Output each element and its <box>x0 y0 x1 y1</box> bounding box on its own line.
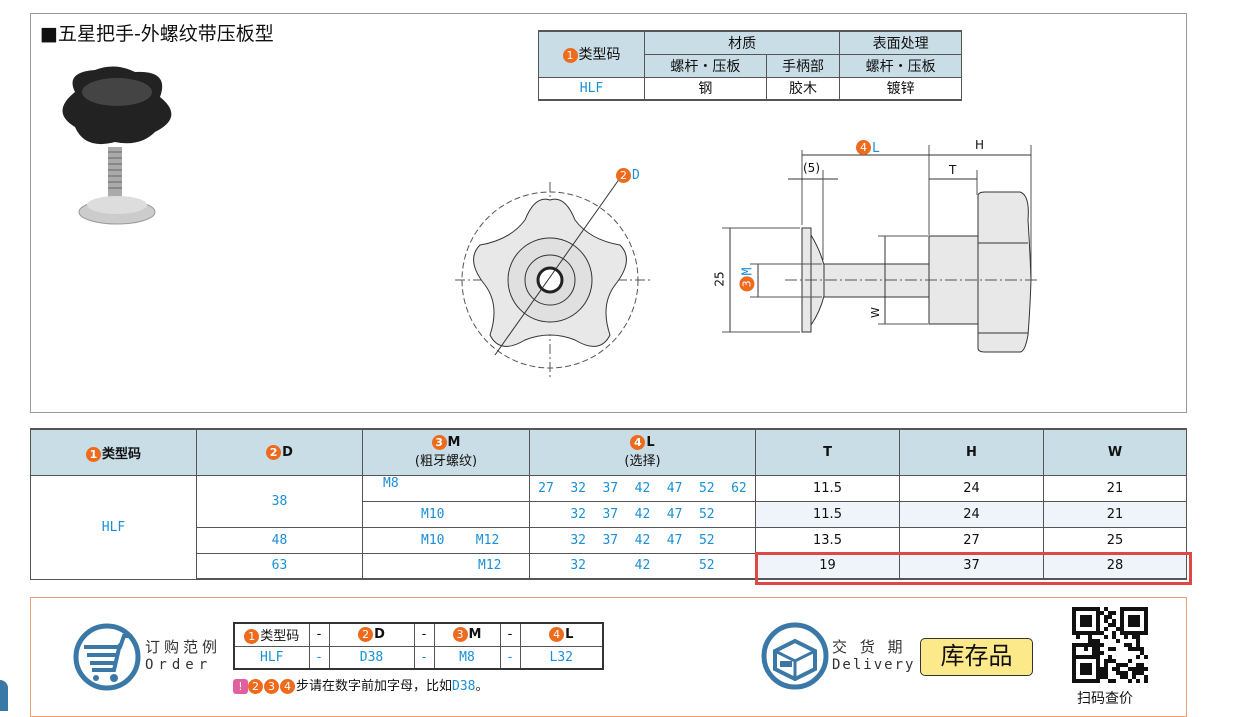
l-option: 52 <box>698 532 715 548</box>
l-option: 37 <box>602 532 619 548</box>
l-option: 37 <box>602 480 619 496</box>
l-option: 32 <box>570 558 586 574</box>
l-option: 42 <box>634 558 651 574</box>
qr-code[interactable] <box>1072 607 1148 683</box>
l-option: 42 <box>634 532 651 548</box>
material-table: 1 类型码 材质 表面处理 螺杆・压板 手柄部 螺杆・压板 HLF 钢胶木 镀锌 <box>538 30 962 101</box>
l-option: 52 <box>698 558 715 574</box>
warning-icon: ! <box>233 679 248 694</box>
l-option: 52 <box>698 506 715 522</box>
delivery-box-icon <box>761 622 829 690</box>
l-option <box>598 558 622 573</box>
table-row: 48 M10 M12 32 37 42 47 52 13.5 27 25 <box>31 526 1187 554</box>
front-view-drawing <box>455 177 650 378</box>
l-option <box>534 558 558 573</box>
m-dimension-label: 3M <box>736 268 755 292</box>
h-dimension-label: H <box>975 138 985 152</box>
material-header: 材质 <box>643 30 841 55</box>
stock-badge: 库存品 <box>920 638 1033 676</box>
side-view-drawing <box>722 145 1040 353</box>
product-panel <box>30 13 1187 413</box>
dim-25-label: 25 <box>712 271 727 287</box>
l-option: 37 <box>602 506 619 522</box>
l-option <box>534 507 558 522</box>
highlight-box <box>755 552 1192 585</box>
t-dimension-label: T <box>949 163 957 177</box>
l-option: 32 <box>570 532 586 548</box>
l-option: 47 <box>666 532 683 548</box>
page-title: ■五星把手-外螺纹带压板型 <box>40 23 274 45</box>
l-option <box>727 558 751 573</box>
order-label: 订购范例 <box>145 638 222 656</box>
delivery-label: 交 货 期 <box>832 638 907 656</box>
delivery-label-en: Delivery <box>832 657 916 673</box>
l-option <box>663 558 687 573</box>
l-option: 62 <box>731 480 747 496</box>
w-dimension-label: W <box>868 307 882 318</box>
l-option: 42 <box>634 506 651 522</box>
product-photo <box>62 66 172 225</box>
l-option <box>534 533 558 548</box>
l-option: 42 <box>634 480 651 496</box>
surface-header: 表面处理 <box>839 30 962 55</box>
l-option: 47 <box>666 480 683 496</box>
table-row: HLF 38 M8 27 32 37 42 47 52 62 11.5 24 21 <box>30 474 1187 580</box>
l-option: 47 <box>666 506 683 522</box>
order-note: ! 2 3 4 步请在数字前加字母，比如D38。 <box>233 675 489 694</box>
table-row: M10 32 37 42 47 52 11.5 24 21 <box>31 500 1187 528</box>
l-option: 52 <box>698 480 715 496</box>
qr-caption: 扫码查价 <box>1077 691 1133 707</box>
order-label-en: Order <box>145 657 213 673</box>
type-code-header: 类型码 <box>578 47 621 64</box>
l-option: 32 <box>570 506 586 522</box>
l-option <box>727 533 751 548</box>
cart-icon <box>73 623 141 691</box>
side-tab[interactable] <box>0 680 8 711</box>
table-row: 63 M12 32 42 52 19 37 28 <box>31 552 1187 580</box>
l-option <box>727 507 751 522</box>
five-dimension-label: (5) <box>803 161 820 175</box>
l-option: 32 <box>570 480 586 496</box>
l-option: 27 <box>538 480 554 496</box>
